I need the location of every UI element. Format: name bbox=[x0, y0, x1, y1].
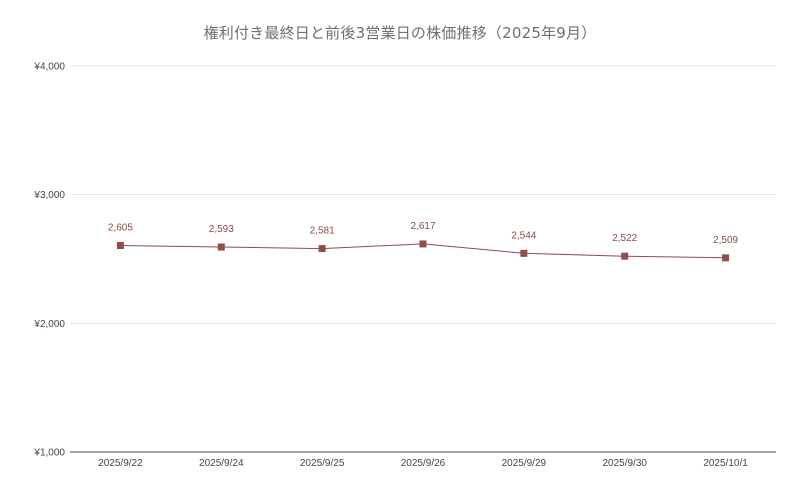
data-point bbox=[116, 241, 124, 249]
data-point bbox=[318, 245, 326, 253]
chart-title: 権利付き最終日と前後3営業日の株価推移（2025年9月） bbox=[203, 24, 597, 42]
y-tick-label: ¥3,000 bbox=[33, 190, 65, 201]
y-tick-label: ¥4,000 bbox=[33, 62, 65, 73]
x-tick-label: 2025/9/26 bbox=[401, 458, 446, 469]
data-point bbox=[217, 243, 225, 251]
x-tick-label: 2025/9/29 bbox=[502, 458, 547, 469]
x-tick-label: 2025/9/30 bbox=[602, 458, 647, 469]
data-label: 2,617 bbox=[410, 221, 435, 232]
data-point bbox=[621, 252, 629, 260]
data-label: 2,581 bbox=[310, 226, 335, 237]
data-point bbox=[722, 254, 730, 262]
x-tick-label: 2025/9/25 bbox=[300, 458, 345, 469]
data-label: 2,522 bbox=[612, 233, 637, 244]
data-label: 2,544 bbox=[511, 230, 536, 241]
data-point bbox=[520, 249, 528, 257]
x-tick-label: 2025/10/1 bbox=[703, 458, 748, 469]
y-tick-label: ¥1,000 bbox=[33, 448, 65, 459]
data-point bbox=[419, 240, 427, 248]
x-tick-label: 2025/9/24 bbox=[199, 458, 244, 469]
data-label: 2,509 bbox=[713, 235, 738, 246]
x-tick-label: 2025/9/22 bbox=[98, 458, 143, 469]
data-label: 2,593 bbox=[209, 224, 234, 235]
data-label: 2,605 bbox=[108, 222, 133, 233]
y-tick-label: ¥2,000 bbox=[33, 319, 65, 330]
